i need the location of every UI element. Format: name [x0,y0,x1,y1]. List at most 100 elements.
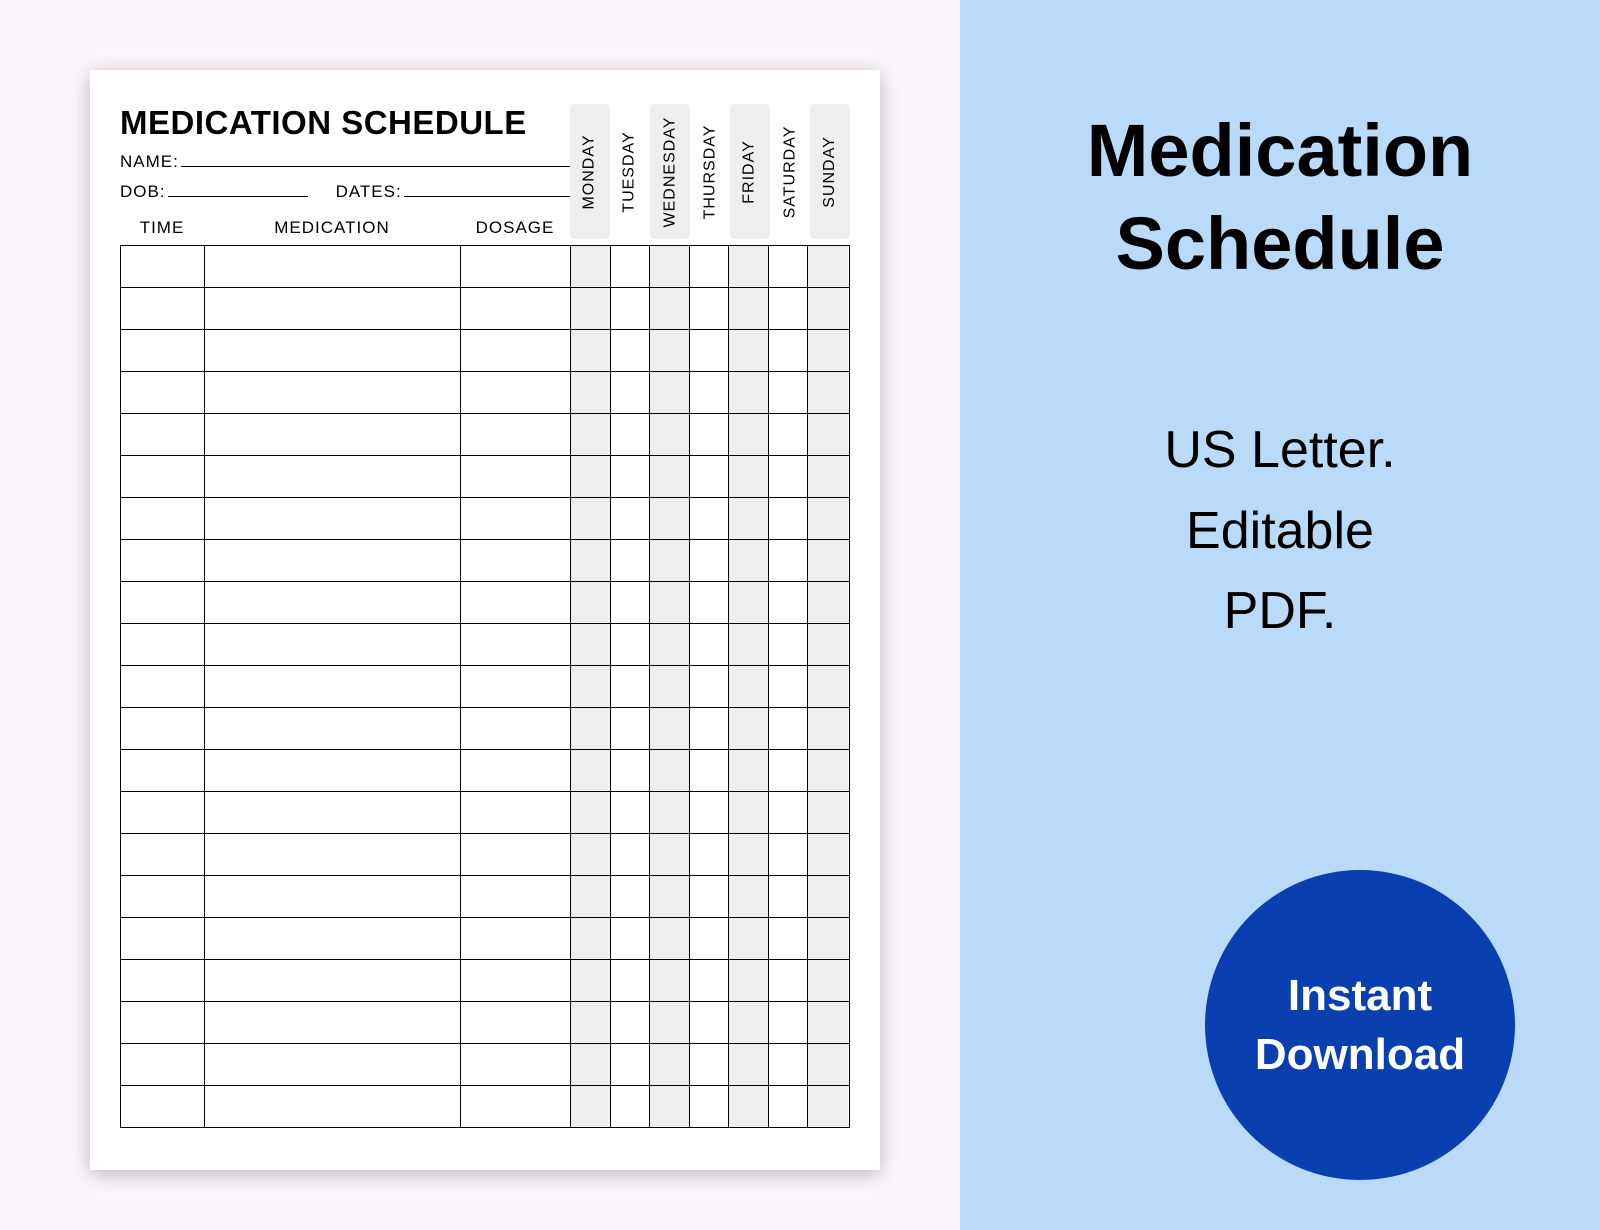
badge-line2: Download [1255,1030,1465,1079]
day-cell [808,498,848,539]
day-cell [611,414,651,455]
day-cell [729,372,769,413]
day-header-tuesday: TUESDAY [610,104,650,239]
document-sheet: MEDICATION SCHEDULE NAME: DOB: DATES: TI… [90,70,880,1170]
day-cell [690,498,730,539]
day-cell [808,456,848,497]
day-cell [690,330,730,371]
cell [461,330,571,371]
day-cell [729,1086,769,1127]
promo-subtitle: US Letter. Editable PDF. [960,410,1600,652]
cell [461,834,571,875]
day-cell [650,1002,690,1043]
table-row [121,708,849,750]
day-cell [808,246,848,287]
table-row [121,246,849,288]
day-cell [729,330,769,371]
day-cell [808,540,848,581]
table-row [121,456,849,498]
cell [461,1044,571,1085]
cell [205,540,461,581]
header-left: MEDICATION SCHEDULE NAME: DOB: DATES: TI… [120,104,570,238]
day-cell [650,918,690,959]
day-cell [808,750,848,791]
day-cell [808,372,848,413]
day-cell [808,708,848,749]
day-cell [808,666,848,707]
day-cell [769,792,809,833]
table-row [121,1002,849,1044]
cell [121,246,205,287]
day-cell [729,498,769,539]
day-cell [650,330,690,371]
promo-sub-line1: US Letter. [1164,421,1395,479]
download-badge: Instant Download [1205,870,1515,1180]
cell [121,540,205,581]
cell [121,960,205,1001]
table-row [121,288,849,330]
cell [205,960,461,1001]
day-cell [690,750,730,791]
day-cell [650,246,690,287]
table-row [121,666,849,708]
day-cell [769,708,809,749]
day-cell [769,372,809,413]
table-row [121,876,849,918]
day-label: SATURDAY [781,125,799,218]
col-dosage: DOSAGE [460,218,570,238]
day-cell [650,960,690,1001]
day-cell [611,624,651,665]
day-cell [690,288,730,329]
day-cell [808,582,848,623]
name-field: NAME: [120,152,570,172]
day-cell [611,288,651,329]
preview-panel: MEDICATION SCHEDULE NAME: DOB: DATES: TI… [0,0,960,1230]
day-cell [571,1002,611,1043]
day-label: THURSDAY [701,124,719,219]
day-label: FRIDAY [741,140,759,203]
day-cell [650,708,690,749]
day-cell [650,414,690,455]
name-line [181,153,570,167]
schedule-grid [120,245,850,1128]
day-cell [571,372,611,413]
day-header-saturday: SATURDAY [770,104,810,239]
cell [205,1044,461,1085]
day-cell [808,330,848,371]
badge-line1: Instant [1288,971,1432,1020]
table-row [121,330,849,372]
cell [461,1002,571,1043]
cell [121,666,205,707]
day-cell [690,1044,730,1085]
cell [121,330,205,371]
day-header-thursday: THURSDAY [690,104,730,239]
cell [121,708,205,749]
day-cell [729,918,769,959]
cell [461,540,571,581]
cell [461,1086,571,1127]
day-cell [650,498,690,539]
table-row [121,624,849,666]
day-cell [571,624,611,665]
day-cell [690,246,730,287]
day-cell [571,498,611,539]
cell [205,1002,461,1043]
cell [461,246,571,287]
cell [121,414,205,455]
cell [205,666,461,707]
table-row [121,960,849,1002]
day-cell [729,288,769,329]
column-headers: TIME MEDICATION DOSAGE [120,218,570,238]
day-cell [729,624,769,665]
day-cell [650,582,690,623]
day-cell [611,246,651,287]
cell [205,288,461,329]
day-cell [808,414,848,455]
day-cell [571,876,611,917]
day-cell [571,540,611,581]
sheet-title: MEDICATION SCHEDULE [120,104,570,142]
cell [121,750,205,791]
day-cell [611,372,651,413]
cell [205,456,461,497]
cell [121,498,205,539]
